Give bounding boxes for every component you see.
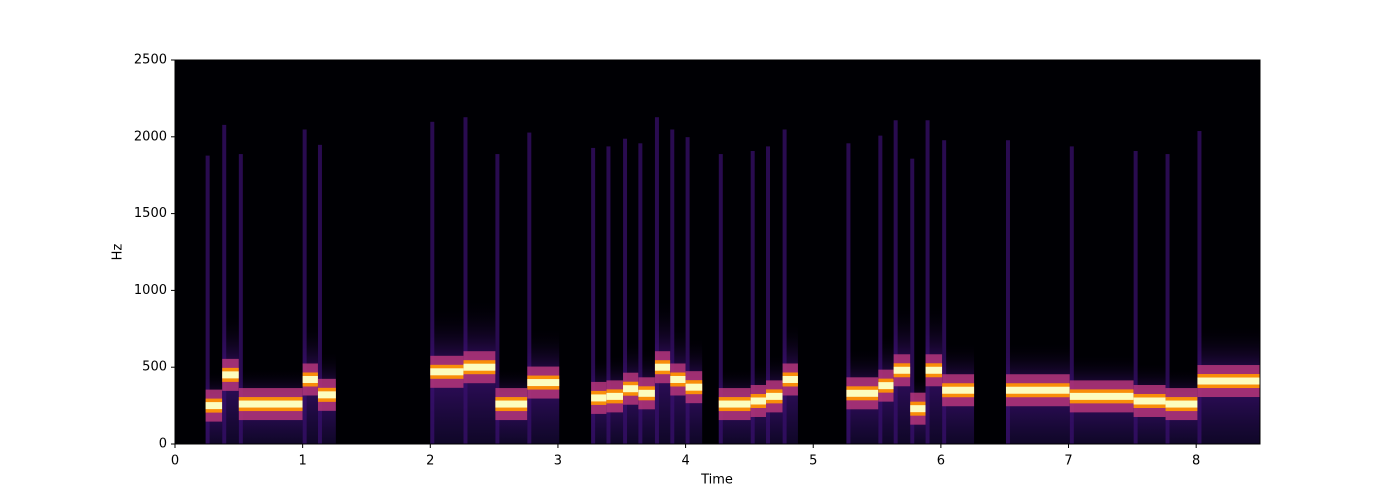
note-core	[685, 383, 703, 391]
note-onset	[1005, 140, 1010, 445]
note-core	[846, 389, 879, 397]
note-onset	[463, 117, 468, 444]
x-tick-label: 3	[554, 454, 562, 469]
note-core	[1069, 392, 1134, 400]
note-core	[766, 392, 783, 400]
note-onset	[1197, 131, 1202, 445]
note-core	[893, 366, 911, 374]
note-core	[222, 371, 239, 379]
note-onset	[718, 154, 723, 444]
note-core	[925, 366, 943, 374]
note-core	[654, 363, 671, 371]
note-onset	[782, 129, 787, 444]
note-onset	[942, 140, 947, 445]
note-core	[495, 400, 528, 408]
note-onset	[527, 132, 532, 444]
note-onset	[685, 137, 690, 444]
note-onset	[1069, 146, 1074, 444]
note-onset	[893, 120, 898, 444]
note-onset	[1165, 154, 1170, 444]
note-core	[878, 382, 894, 390]
note-onset	[495, 154, 500, 444]
note-onset	[430, 121, 435, 445]
note-core	[430, 368, 464, 376]
note-core	[238, 400, 303, 408]
note-core	[1133, 397, 1166, 405]
note-core	[670, 375, 686, 383]
note-core	[942, 386, 975, 394]
note-core	[606, 392, 624, 400]
x-tick-label: 7	[1064, 454, 1072, 469]
note-core	[750, 397, 767, 405]
note-onset	[205, 155, 210, 444]
y-tick-label: 0	[159, 437, 167, 452]
note-core	[527, 379, 560, 387]
note-onset	[606, 146, 611, 444]
note-onset	[638, 143, 643, 444]
note-core	[591, 394, 607, 402]
note-onset	[846, 143, 851, 444]
note-onset	[623, 138, 628, 445]
note-onset	[1133, 150, 1138, 444]
note-core	[317, 391, 336, 399]
note-core	[782, 375, 798, 383]
note-onset	[750, 150, 755, 444]
note-onset	[222, 124, 227, 444]
note-onset	[670, 129, 675, 444]
x-axis-label: Time	[700, 473, 733, 488]
x-tick-label: 4	[681, 454, 689, 469]
note-core	[638, 389, 655, 397]
note-core	[463, 363, 496, 371]
note-core	[623, 385, 639, 393]
note-core	[718, 400, 751, 408]
note-core	[205, 402, 223, 410]
x-tick-label: 0	[171, 454, 179, 469]
y-tick-label: 2000	[134, 129, 167, 144]
note-onset	[925, 120, 930, 444]
note-onset	[302, 129, 307, 444]
note-core	[1005, 386, 1070, 394]
y-tick-label: 2500	[134, 53, 167, 68]
note-onset	[910, 158, 915, 444]
note-core	[302, 375, 318, 383]
note-onset	[317, 144, 322, 444]
x-tick-label: 1	[299, 454, 307, 469]
note-onset	[654, 117, 659, 444]
note-onset	[238, 154, 243, 444]
note-core	[1165, 400, 1198, 408]
note-onset	[591, 147, 596, 445]
x-tick-label: 6	[937, 454, 945, 469]
y-tick-label: 1000	[134, 283, 167, 298]
x-tick-label: 5	[809, 454, 817, 469]
y-tick-label: 1500	[134, 206, 167, 221]
note-onset	[766, 146, 771, 444]
plot-frame	[174, 59, 1261, 445]
x-tick-label: 8	[1192, 454, 1200, 469]
y-axis-label: Hz	[111, 244, 126, 261]
note-onset	[878, 135, 883, 444]
note-core	[910, 405, 926, 413]
y-tick-label: 500	[142, 360, 167, 375]
note-core	[1197, 377, 1260, 385]
x-tick-label: 2	[426, 454, 434, 469]
